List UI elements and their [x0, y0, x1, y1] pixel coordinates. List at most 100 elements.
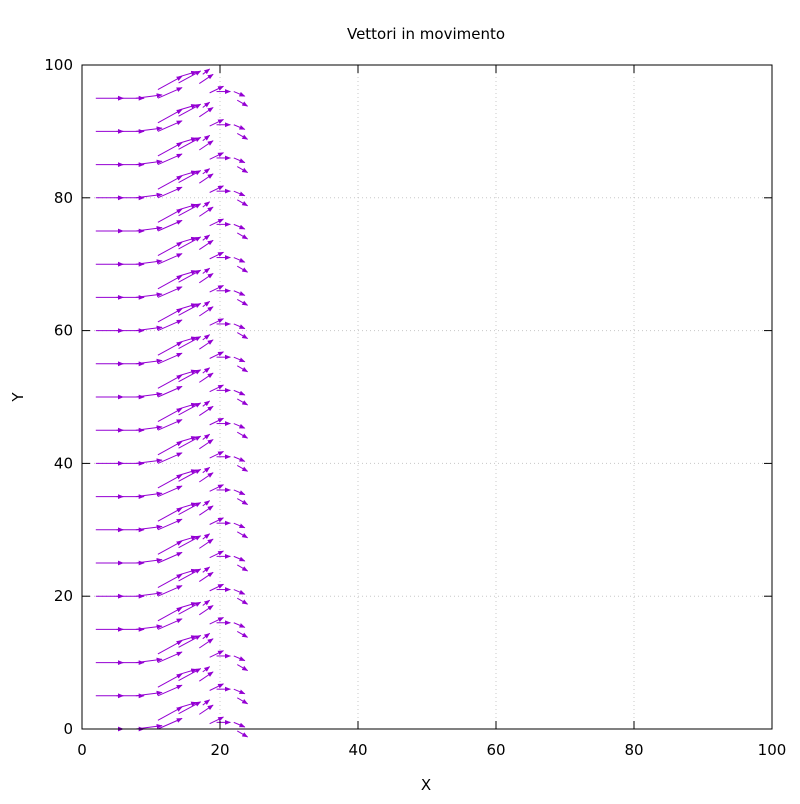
- vector-arrow: [209, 218, 224, 227]
- vector-arrow: [209, 118, 224, 127]
- axes: 0 20 40 60 80 100 0 20 40 60 80 100: [44, 56, 786, 759]
- vector-arrow: [202, 267, 211, 274]
- vector-arrow: [178, 568, 202, 582]
- vector-arrow: [209, 351, 224, 359]
- vector-arrow: [178, 535, 202, 549]
- vector-arrow: [199, 372, 214, 383]
- vector-arrow: [202, 234, 211, 241]
- vector-arrow: [178, 435, 202, 449]
- vector-arrow: [236, 697, 249, 705]
- vector-arrow: [157, 120, 183, 132]
- vector-arrow: [178, 568, 198, 576]
- vector-arrow: [157, 607, 183, 622]
- vector-arrow: [199, 671, 214, 682]
- vector-arrow: [178, 469, 198, 476]
- vector-arrow: [236, 630, 249, 638]
- y-axis-title: Y: [9, 392, 27, 403]
- vector-arrow: [199, 306, 214, 317]
- vector-arrow: [135, 126, 163, 132]
- vector-arrow: [178, 236, 202, 250]
- y-tick-label: 60: [54, 322, 73, 340]
- vector-arrow: [209, 683, 224, 691]
- vector-arrow: [135, 458, 163, 464]
- vector-arrow: [233, 124, 246, 130]
- vector-arrow: [202, 699, 211, 706]
- vector-arrow: [236, 298, 249, 306]
- vector-arrow: [233, 356, 246, 363]
- vector-arrow: [135, 93, 163, 99]
- vector-arrow: [135, 159, 163, 166]
- vector-arrow: [178, 468, 202, 482]
- vector-arrow: [233, 91, 246, 97]
- vector-arrow: [178, 336, 202, 349]
- vector-arrow: [199, 571, 214, 583]
- vector-arrow: [157, 640, 183, 655]
- vector-arrow: [178, 369, 198, 377]
- vector-arrow: [202, 666, 211, 673]
- vector-arrow: [178, 701, 202, 715]
- vector-arrow: [178, 270, 198, 277]
- vector-arrow: [236, 664, 249, 672]
- vector-arrow: [202, 68, 211, 75]
- vector-arrow: [233, 190, 246, 197]
- vector-arrow: [157, 253, 183, 265]
- vector-arrow: [233, 555, 246, 562]
- vector-arrow: [178, 203, 202, 217]
- vector-arrow: [157, 651, 183, 664]
- vector-arrow: [202, 599, 211, 606]
- vector-arrow: [209, 650, 224, 658]
- vector-arrow: [202, 533, 211, 540]
- vector-arrow: [233, 622, 246, 628]
- vector-arrow: [209, 417, 224, 426]
- vector-arrow: [233, 323, 246, 330]
- vector-arrow: [157, 485, 183, 498]
- vector-arrow: [202, 566, 211, 573]
- vector-arrow: [135, 391, 163, 398]
- vector-arrow: [135, 259, 163, 265]
- vector-arrow: [199, 73, 214, 85]
- vector-arrow: [178, 70, 202, 84]
- vector-arrow: [178, 436, 198, 443]
- vector-arrow: [202, 367, 211, 374]
- vector-arrow: [202, 632, 211, 640]
- vector-arrow: [178, 402, 198, 410]
- vector-arrow: [233, 257, 246, 263]
- vector-arrow: [157, 573, 183, 589]
- vector-arrow: [236, 365, 249, 373]
- vector-arrow: [178, 302, 202, 316]
- vector-arrow: [199, 605, 214, 616]
- vector-arrow: [178, 502, 198, 510]
- vector-arrow: [178, 136, 202, 150]
- vector-arrow: [202, 400, 211, 407]
- vector-arrow: [209, 550, 224, 559]
- vector-arrow: [233, 522, 246, 529]
- vector-arrow: [157, 142, 183, 157]
- vector-arrow: [178, 634, 202, 648]
- vector-arrow: [157, 452, 183, 464]
- vector-arrow: [236, 531, 249, 539]
- vector-arrow: [157, 175, 183, 190]
- vector-arrow: [233, 489, 246, 496]
- vector-arrow: [157, 286, 183, 298]
- plot-frame: [81, 64, 773, 730]
- chart-title: Vettori in movimento: [347, 25, 505, 43]
- vector-arrow: [236, 564, 249, 572]
- vector-arrow: [178, 502, 202, 515]
- vector-arrow: [178, 601, 202, 615]
- vector-arrow: [199, 439, 214, 450]
- vector-arrow: [202, 134, 211, 142]
- vector-arrow: [178, 236, 198, 244]
- vector-arrow: [202, 433, 211, 440]
- vector-arrow: [157, 75, 183, 91]
- vector-arrow: [178, 701, 198, 709]
- vector-arrow: [178, 336, 198, 344]
- vector-arrow: [157, 419, 183, 431]
- x-tick-label: 80: [624, 741, 643, 759]
- vector-arrow: [236, 132, 249, 140]
- x-tick-label: 100: [758, 741, 787, 759]
- vector-arrow: [178, 668, 198, 676]
- vector-arrow: [233, 157, 246, 164]
- vector-arrow: [157, 319, 183, 332]
- vector-arrow: [178, 668, 202, 681]
- vector-arrow: [199, 107, 214, 118]
